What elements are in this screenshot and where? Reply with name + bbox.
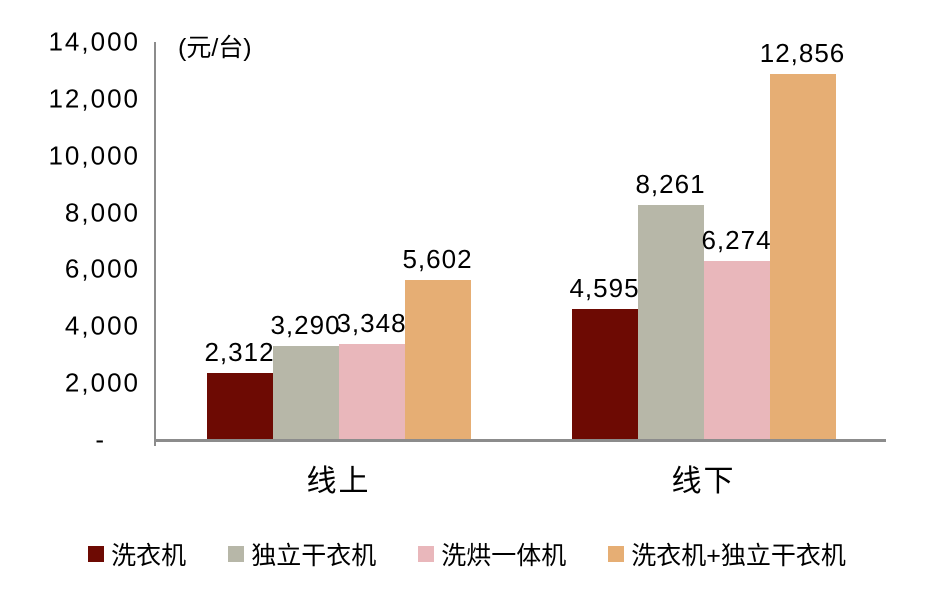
y-axis-line bbox=[154, 42, 156, 446]
x-axis-labels: 线上 线下 bbox=[156, 456, 886, 500]
plot-area: 2,312 3,290 3,348 5,602 4,595 8,261 6,274 12,85… bbox=[156, 38, 886, 439]
legend: 洗衣机 独立干衣机 洗烘一体机 洗衣机+独立干衣机 bbox=[0, 536, 934, 572]
bar: 12,856 bbox=[760, 38, 844, 439]
bar-value-label: 8,261 bbox=[635, 168, 706, 199]
y-axis-unit-label: (元/台) bbox=[178, 34, 252, 62]
bar-value-label: 2,312 bbox=[204, 337, 275, 368]
legend-label: 洗衣机 bbox=[111, 542, 187, 570]
y-axis-tick-label: 8,000 bbox=[64, 197, 140, 228]
bar-value-label: 4,595 bbox=[569, 272, 640, 303]
bar-value-label: 3,290 bbox=[270, 309, 341, 340]
x-axis-line bbox=[154, 439, 886, 442]
legend-label: 洗烘一体机 bbox=[441, 542, 567, 570]
legend-label: 洗衣机+独立干衣机 bbox=[631, 542, 846, 570]
y-axis-tick-label: 12,000 bbox=[48, 83, 140, 114]
bar: 3,290 bbox=[270, 310, 340, 439]
legend-item: 洗衣机+独立干衣机 bbox=[608, 536, 846, 572]
legend-item: 洗衣机 bbox=[88, 536, 186, 572]
bar-value-label: 6,274 bbox=[701, 225, 772, 256]
y-axis-tick-label: 4,000 bbox=[64, 310, 140, 341]
legend-swatch-icon bbox=[418, 546, 435, 562]
y-axis: 14,000 12,000 10,000 8,000 6,000 4,000 2,000 - bbox=[0, 27, 140, 455]
bar: 2,312 bbox=[204, 337, 274, 439]
bar: 8,261 bbox=[635, 169, 705, 439]
bar: 6,274 bbox=[701, 225, 771, 439]
y-axis-tick-label: - bbox=[95, 424, 106, 455]
x-axis-category-label: 线上 bbox=[306, 465, 371, 498]
legend-item: 独立干衣机 bbox=[228, 536, 376, 572]
bar-value-label: 5,602 bbox=[402, 244, 473, 275]
bar: 5,602 bbox=[402, 244, 472, 439]
bar-group-2: 4,595 8,261 6,274 12,856 bbox=[521, 38, 886, 439]
bar-value-label: 12,856 bbox=[759, 38, 846, 69]
bar-group-1: 2,312 3,290 3,348 5,602 bbox=[156, 42, 521, 439]
x-axis-category-label: 线下 bbox=[671, 465, 736, 498]
y-axis-tick-label: 2,000 bbox=[64, 367, 140, 398]
legend-label: 独立干衣机 bbox=[251, 542, 377, 570]
y-axis-tick-label: 14,000 bbox=[48, 26, 140, 57]
bar: 3,348 bbox=[336, 308, 406, 439]
legend-swatch-icon bbox=[88, 546, 105, 562]
legend-swatch-icon bbox=[608, 546, 625, 562]
y-axis-tick-label: 10,000 bbox=[48, 140, 140, 171]
legend-item: 洗烘一体机 bbox=[418, 536, 566, 572]
legend-swatch-icon bbox=[228, 546, 245, 562]
y-axis-tick-label: 6,000 bbox=[64, 253, 140, 284]
bar: 4,595 bbox=[569, 273, 639, 439]
bar-value-label: 3,348 bbox=[336, 308, 407, 339]
